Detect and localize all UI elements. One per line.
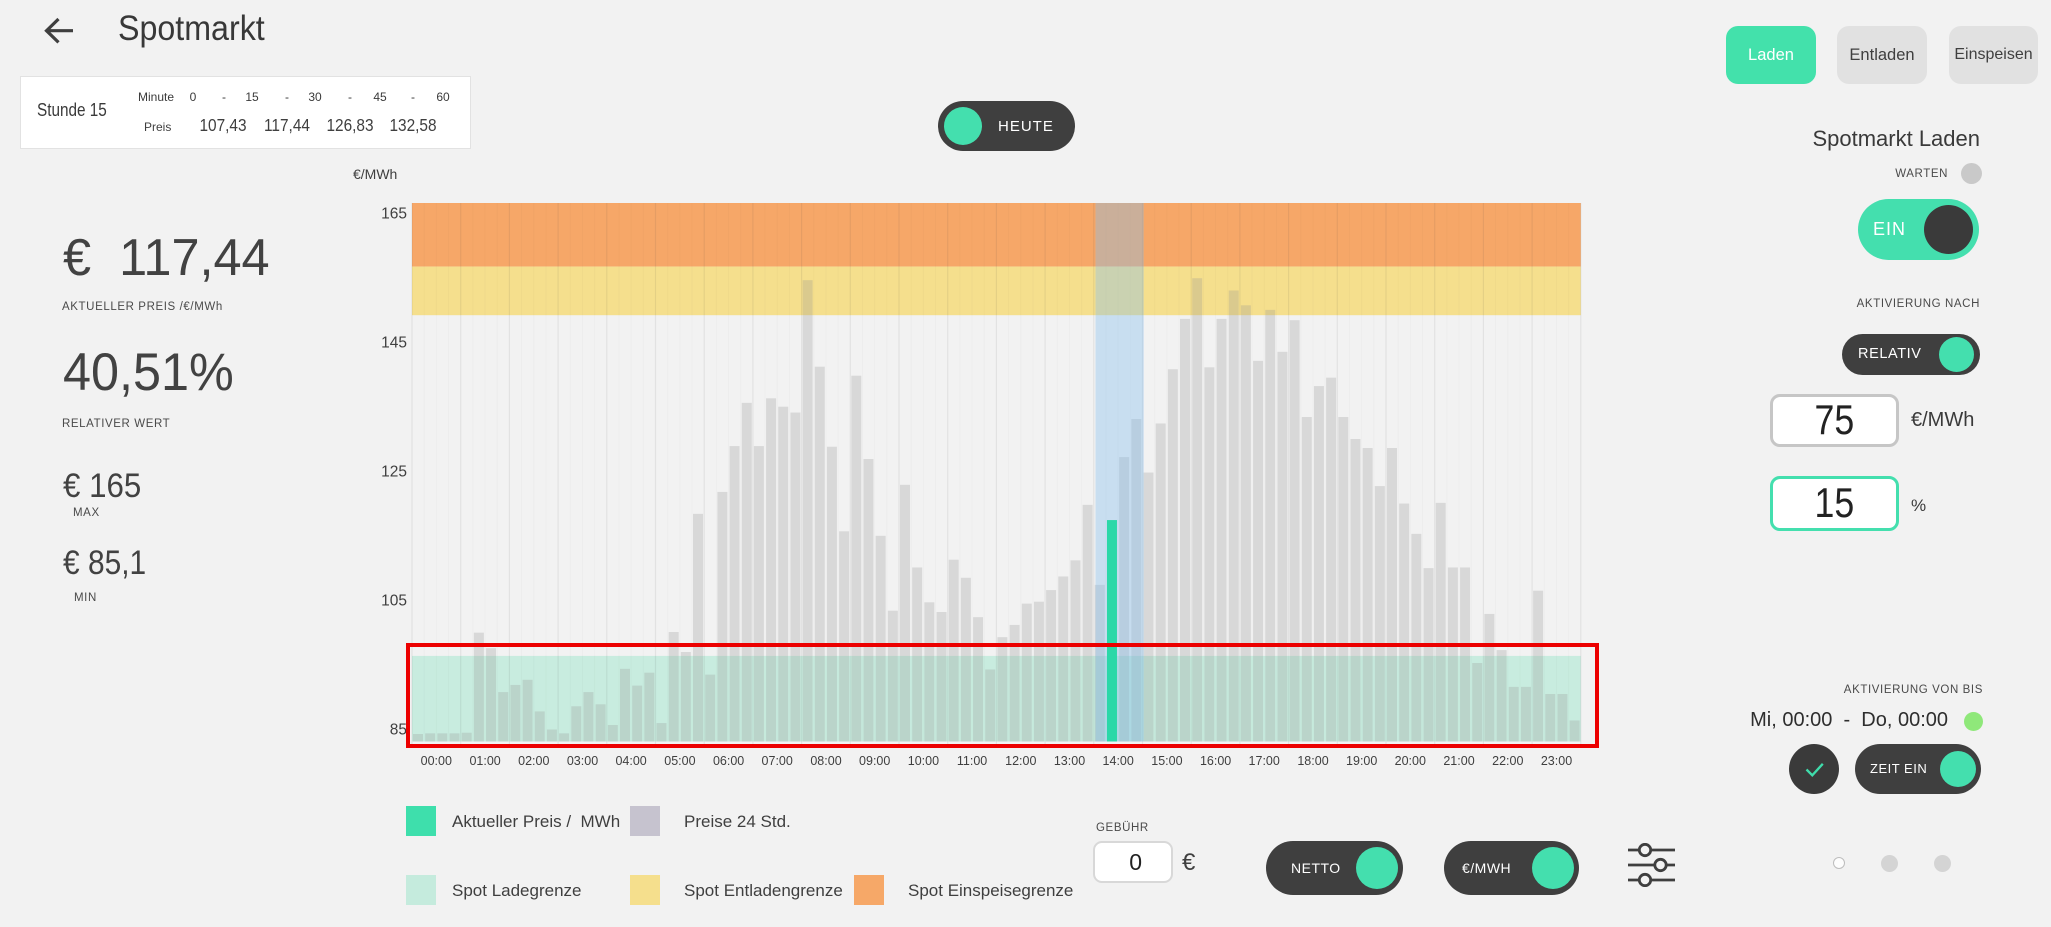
svg-text:14:00: 14:00 bbox=[1103, 754, 1134, 768]
svg-text:20:00: 20:00 bbox=[1395, 754, 1426, 768]
svg-text:06:00: 06:00 bbox=[713, 754, 744, 768]
svg-text:21:00: 21:00 bbox=[1443, 754, 1474, 768]
svg-text:23:00: 23:00 bbox=[1541, 754, 1572, 768]
svg-text:17:00: 17:00 bbox=[1249, 754, 1280, 768]
svg-text:09:00: 09:00 bbox=[859, 754, 890, 768]
svg-text:02:00: 02:00 bbox=[518, 754, 549, 768]
svg-text:04:00: 04:00 bbox=[615, 754, 646, 768]
svg-text:105: 105 bbox=[381, 593, 407, 610]
svg-text:19:00: 19:00 bbox=[1346, 754, 1377, 768]
svg-text:145: 145 bbox=[381, 334, 407, 351]
svg-text:16:00: 16:00 bbox=[1200, 754, 1231, 768]
svg-text:05:00: 05:00 bbox=[664, 754, 695, 768]
svg-text:03:00: 03:00 bbox=[567, 754, 598, 768]
svg-text:08:00: 08:00 bbox=[810, 754, 841, 768]
svg-text:13:00: 13:00 bbox=[1054, 754, 1085, 768]
svg-text:10:00: 10:00 bbox=[908, 754, 939, 768]
svg-text:85: 85 bbox=[390, 722, 407, 739]
svg-text:165: 165 bbox=[381, 205, 407, 222]
svg-text:07:00: 07:00 bbox=[762, 754, 793, 768]
svg-text:€/MWh: €/MWh bbox=[353, 166, 397, 182]
svg-text:00:00: 00:00 bbox=[421, 754, 452, 768]
svg-text:11:00: 11:00 bbox=[957, 754, 987, 768]
svg-text:01:00: 01:00 bbox=[469, 754, 500, 768]
svg-text:18:00: 18:00 bbox=[1297, 754, 1328, 768]
svg-text:22:00: 22:00 bbox=[1492, 754, 1523, 768]
svg-text:125: 125 bbox=[381, 464, 407, 481]
svg-text:15:00: 15:00 bbox=[1151, 754, 1182, 768]
svg-text:12:00: 12:00 bbox=[1005, 754, 1036, 768]
